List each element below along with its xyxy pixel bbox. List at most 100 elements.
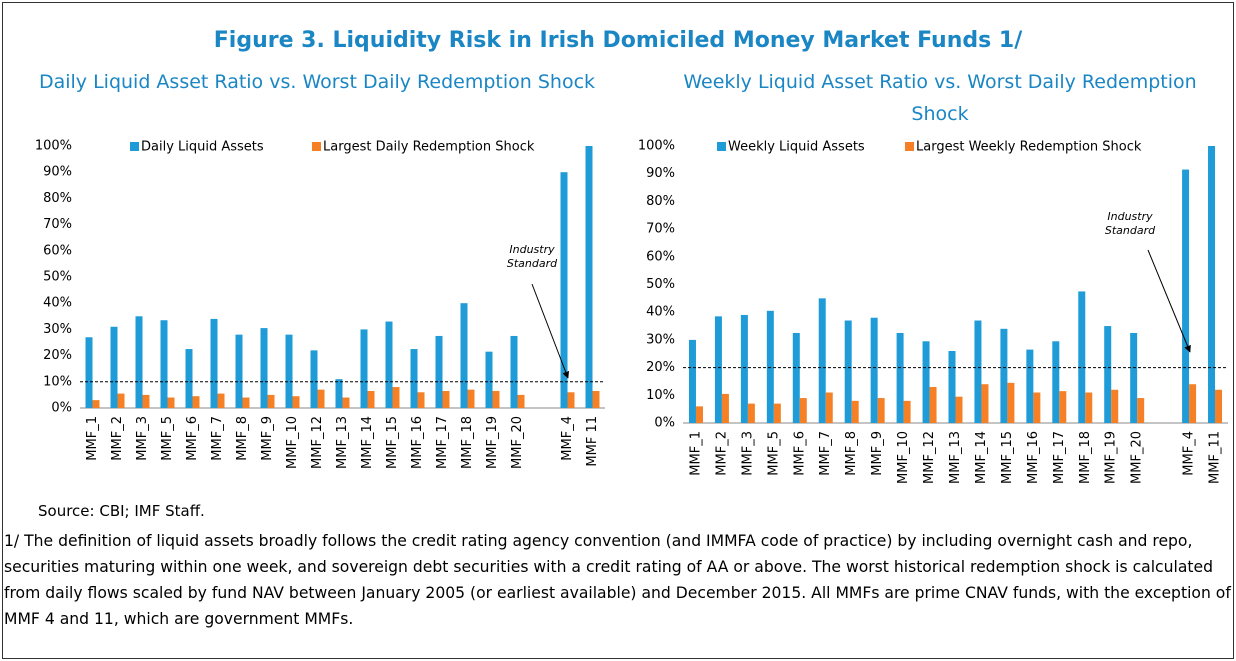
bar xyxy=(1078,291,1086,423)
chart-title: Weekly Liquid Asset Ratio vs. Worst Dail… xyxy=(683,71,1197,125)
y-tick-label: 40% xyxy=(43,296,72,311)
bar xyxy=(1033,392,1041,423)
bar xyxy=(766,310,774,423)
y-tick-label: 40% xyxy=(646,305,675,320)
bar xyxy=(392,387,400,408)
bar xyxy=(1000,328,1008,423)
x-tick-label: MMF_15 xyxy=(385,416,400,469)
bar xyxy=(567,392,575,408)
x-tick-label: MMF_3 xyxy=(135,416,150,461)
bar xyxy=(1182,169,1190,423)
y-tick-label: 60% xyxy=(646,249,675,264)
x-tick-label: MMF_17 xyxy=(435,416,450,469)
x-tick-label: MMF_5 xyxy=(160,416,175,461)
bar xyxy=(517,394,525,408)
bar xyxy=(435,335,443,408)
x-tick-label: MMF_7 xyxy=(818,431,833,476)
annotation: Industry Standard xyxy=(1104,210,1156,237)
bar xyxy=(492,390,500,408)
bar xyxy=(773,403,781,423)
bar xyxy=(342,397,350,408)
bar xyxy=(740,314,748,423)
bar xyxy=(142,394,150,408)
bar xyxy=(1137,398,1145,423)
bar xyxy=(721,393,729,423)
legend-label: Daily Liquid Assets xyxy=(141,140,264,155)
bar xyxy=(1215,389,1223,423)
y-tick-label: 30% xyxy=(646,332,675,347)
x-tick-label: MMF_9 xyxy=(260,416,275,461)
x-tick-label: MMF_8 xyxy=(235,416,250,461)
bar xyxy=(135,316,143,408)
bar xyxy=(851,400,859,423)
y-tick-label: 10% xyxy=(43,374,72,389)
bar xyxy=(467,389,475,408)
bar xyxy=(1111,389,1119,423)
bar xyxy=(460,303,468,408)
x-tick-label: MMF_11 xyxy=(1208,431,1223,484)
x-tick-label: MMF_14 xyxy=(360,416,375,469)
x-tick-label: MMF_18 xyxy=(1078,431,1093,484)
y-tick-label: 30% xyxy=(43,322,72,337)
x-tick-label: MMF_1 xyxy=(85,416,100,461)
y-tick-label: 100% xyxy=(35,139,72,154)
y-tick-label: 50% xyxy=(646,277,675,292)
bar xyxy=(117,393,125,408)
x-tick-label: MMF_7 xyxy=(210,416,225,461)
bar xyxy=(417,392,425,408)
legend-swatch xyxy=(717,142,726,151)
bar xyxy=(903,400,911,423)
bar xyxy=(267,394,275,408)
x-tick-label: MMF_15 xyxy=(1000,431,1015,484)
bar xyxy=(442,390,450,408)
y-tick-label: 0% xyxy=(654,416,675,431)
x-tick-label: MMF_4 xyxy=(1182,431,1197,476)
x-tick-label: MMF_13 xyxy=(948,431,963,484)
x-tick-label: MMF_10 xyxy=(896,431,911,484)
bar xyxy=(1189,384,1197,423)
bar xyxy=(688,339,696,423)
legend-label: Weekly Liquid Assets xyxy=(728,140,865,155)
x-tick-label: MMF_3 xyxy=(740,431,755,476)
x-tick-label: MMF_12 xyxy=(922,431,937,484)
x-tick-label: MMF_10 xyxy=(285,416,300,469)
x-tick-label: MMF_13 xyxy=(335,416,350,469)
bar xyxy=(185,349,193,408)
bar xyxy=(799,398,807,423)
legend-swatch xyxy=(130,142,139,151)
bar xyxy=(948,350,956,423)
bar xyxy=(285,334,293,408)
bar xyxy=(714,316,722,423)
y-tick-label: 80% xyxy=(646,194,675,209)
x-tick-label: MMF_8 xyxy=(844,431,859,476)
bar xyxy=(242,397,250,408)
bar xyxy=(792,332,800,423)
bar xyxy=(217,393,225,408)
bar xyxy=(877,398,885,423)
bar xyxy=(335,379,343,408)
source: Source: CBI; IMF Staff. xyxy=(38,502,205,520)
x-tick-label: MMF_2 xyxy=(110,416,125,461)
bar xyxy=(870,317,878,423)
y-tick-label: 20% xyxy=(646,360,675,375)
x-tick-label: MMF 11 xyxy=(585,416,600,467)
bar xyxy=(896,332,904,423)
arrow xyxy=(531,283,570,379)
bar xyxy=(955,396,963,423)
bar xyxy=(1130,332,1138,423)
y-tick-label: 90% xyxy=(646,166,675,181)
bar xyxy=(1026,349,1034,423)
chart-title: Daily Liquid Asset Ratio vs. Worst Daily… xyxy=(38,71,596,93)
bar xyxy=(110,326,118,408)
bar xyxy=(1059,391,1067,423)
x-tick-label: MMF_6 xyxy=(185,416,200,461)
bar xyxy=(592,390,600,408)
x-tick-label: MMF_1 xyxy=(688,431,703,476)
bar xyxy=(310,350,318,408)
y-tick-label: 20% xyxy=(43,348,72,363)
x-tick-label: MMF_9 xyxy=(870,431,885,476)
bar xyxy=(210,318,218,408)
x-tick-label: MMF_20 xyxy=(1130,431,1145,484)
